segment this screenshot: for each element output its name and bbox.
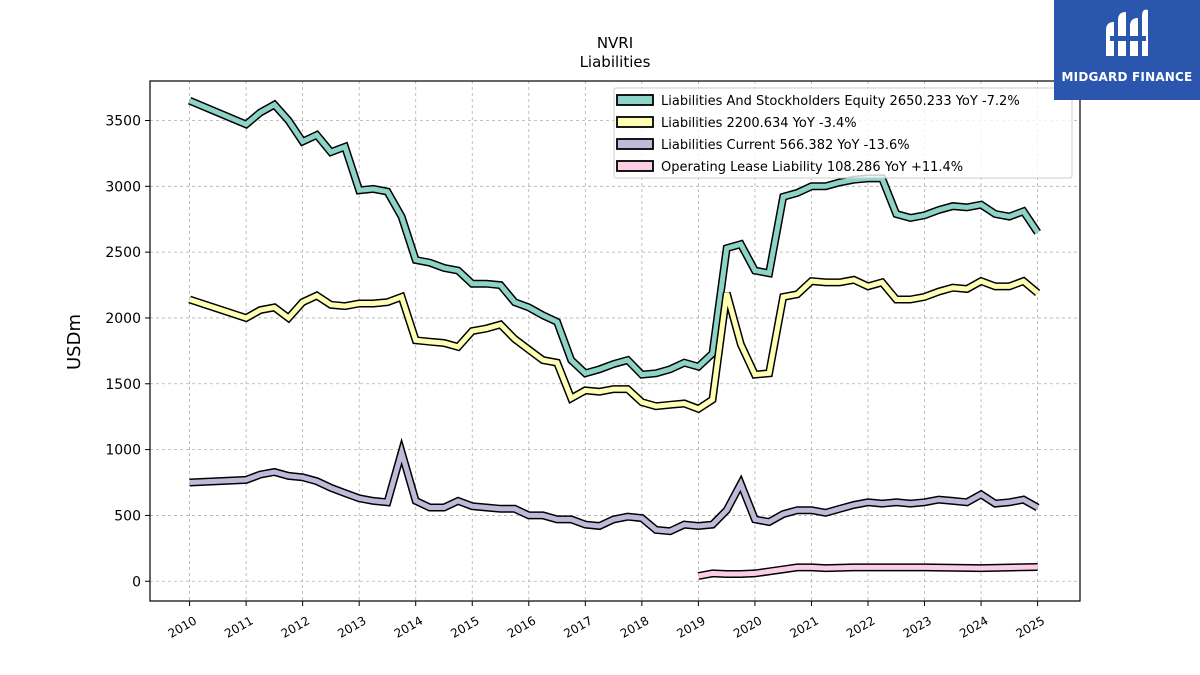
- y-tick-label: 0: [132, 574, 141, 590]
- axis-ticks: 0 500 1000 1500 2000 2500 3000 3500 2010 2011 2012…: [105, 113, 1047, 640]
- x-tick-label: 2023: [901, 613, 934, 640]
- chart-title: NVRI: [597, 34, 633, 52]
- x-tick-label: 2019: [674, 613, 707, 640]
- series-line: [189, 443, 1039, 534]
- legend-entry-label: Liabilities And Stockholders Equity 2650…: [661, 94, 1020, 109]
- x-tick-label: 2021: [788, 613, 821, 640]
- x-tick-label: 2024: [957, 613, 990, 640]
- legend-entry-label: Operating Lease Liability 108.286 YoY +1…: [661, 160, 963, 175]
- plot-area-frame: [149, 80, 1081, 602]
- legend-swatch: [616, 116, 654, 128]
- legend-box: [613, 87, 1073, 179]
- series-line: [188, 277, 1040, 412]
- legend-swatch: [616, 94, 654, 106]
- chart-subtitle: Liabilities: [580, 53, 651, 71]
- series-line: [188, 98, 1040, 378]
- x-tick-label: 2014: [392, 613, 425, 640]
- legend-swatch: [616, 138, 654, 150]
- x-tick-label: 2011: [222, 613, 255, 640]
- x-tick-label: 2020: [731, 613, 764, 640]
- x-tick-label: 2022: [844, 613, 877, 640]
- y-tick-label: 3000: [105, 179, 141, 195]
- y-axis-label: USDm: [64, 314, 85, 370]
- x-tick-label: 2013: [335, 613, 368, 640]
- x-tick-label: 2010: [166, 613, 199, 640]
- x-tick-label: 2016: [505, 613, 538, 640]
- y-tick-label: 2000: [105, 311, 141, 327]
- x-tick-label: 2012: [279, 613, 312, 640]
- x-tick-label: 2018: [618, 613, 651, 640]
- x-tick-label: 2015: [448, 613, 481, 640]
- x-tick-label: 2017: [561, 613, 594, 640]
- midgard-finance-logo: MIDGARD FINANCE: [1054, 0, 1200, 100]
- y-tick-label: 500: [114, 508, 141, 524]
- x-tick-label: 2025: [1014, 613, 1047, 640]
- series-group: [188, 97, 1041, 580]
- legend-swatch: [616, 160, 654, 172]
- y-tick-label: 1000: [105, 443, 141, 459]
- y-tick-label: 2500: [105, 245, 141, 261]
- legend-entry-label: Liabilities Current 566.382 YoY -13.6%: [661, 138, 910, 153]
- midgard-logo-icon: [1106, 9, 1148, 57]
- series-line: [697, 564, 1038, 579]
- legend-entry-label: Liabilities 2200.634 YoY -3.4%: [661, 116, 857, 131]
- logo-text: MIDGARD FINANCE: [1061, 70, 1193, 84]
- y-tick-label: 3500: [105, 113, 141, 129]
- y-tick-label: 1500: [105, 377, 141, 393]
- legend: Liabilities And Stockholders Equity 2650…: [613, 87, 1073, 179]
